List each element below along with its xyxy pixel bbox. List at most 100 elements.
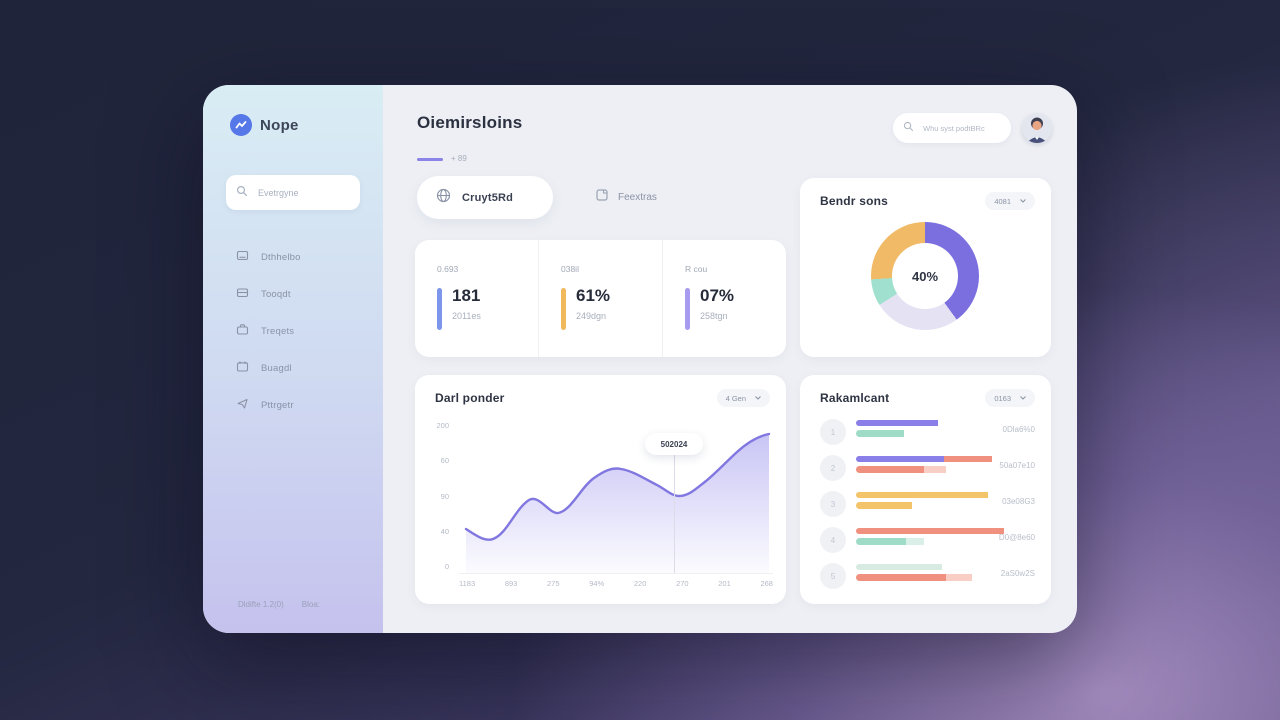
chevron-down-icon: [755, 396, 761, 400]
progress-bars: [856, 456, 1016, 477]
period-dropdown[interactable]: 4 Gen: [716, 389, 770, 407]
chevron-down-icon: [1020, 199, 1026, 203]
x-axis-label: 270: [676, 579, 689, 588]
stat-value: 181: [452, 286, 481, 305]
logo: Nope: [230, 114, 299, 136]
stat-subtext: 249dgn: [576, 311, 607, 321]
progress-bar: [856, 456, 1016, 462]
sidebar-footer: Dldifte 1.2(0) Bloa:: [238, 600, 320, 609]
logo-icon: [230, 114, 252, 136]
x-axis-label: 893: [504, 579, 518, 588]
line-chart-card: Darl ponder 4 Gen 200 60 90 40 0: [415, 375, 786, 604]
sidebar-item-4[interactable]: Buagdl: [236, 350, 301, 387]
x-axis: 1183 893 275 94% 220 270 201 268: [459, 579, 773, 588]
table-row[interactable]: 2 50a07e10: [800, 451, 1051, 487]
sidebar-item-3[interactable]: Treqets: [236, 313, 301, 350]
sidebar-search[interactable]: [226, 175, 360, 210]
progress-bar: [856, 574, 1016, 581]
ranking-list: 1 0Dla6%0 2 50a07e10 3 03e08G3 4 D0@8e60 5 2aS0w2…: [800, 415, 1051, 595]
sidebar-item-1[interactable]: Dthhelbo: [236, 239, 301, 276]
trend-line: [464, 432, 771, 541]
stat-item: 0.693 181 2011es: [415, 240, 538, 357]
x-axis-label: 220: [633, 579, 647, 588]
area-fill: [466, 434, 769, 573]
stat-accent-bar: [685, 288, 690, 330]
y-axis-label: 40: [440, 526, 449, 536]
sidebar-item-label: Treqets: [261, 326, 295, 337]
donut-center-label: 40%: [892, 243, 958, 309]
table-row[interactable]: 4 D0@8e60: [800, 523, 1051, 559]
sidebar-item-2[interactable]: Tooqdt: [236, 276, 301, 313]
app-window: Nope Dthhelbo Tooqdt Tre: [203, 85, 1077, 633]
area-chart: [459, 425, 773, 574]
rank-value: 50a07e10: [999, 461, 1035, 470]
global-search[interactable]: [893, 113, 1011, 143]
stat-item: R cou 07% 258tgn: [662, 240, 786, 357]
title-meta: + 89: [451, 154, 467, 163]
rank-badge: 1: [820, 419, 846, 445]
sidebar: Nope Dthhelbo Tooqdt Tre: [203, 85, 383, 633]
sidebar-item-label: Pttrgetr: [261, 400, 294, 411]
rank-badge: 5: [820, 563, 846, 589]
x-axis-label: 275: [547, 579, 560, 588]
search-icon: [236, 184, 248, 202]
stat-label: R cou: [685, 264, 708, 274]
y-axis-label: 90: [440, 491, 449, 501]
user-avatar[interactable]: [1022, 113, 1052, 143]
x-axis-label: 94%: [589, 579, 605, 588]
progress-bar: [856, 430, 1016, 437]
card-title: Bendr sons: [820, 194, 889, 208]
progress-bars: [856, 564, 1016, 585]
rank-badge: 4: [820, 527, 846, 553]
dropdown-label: 0163: [994, 393, 1011, 403]
page-title: Oiemirsloins: [417, 113, 523, 132]
tooltip-stem: [674, 455, 675, 573]
donut-dropdown[interactable]: 4081: [985, 192, 1035, 210]
x-axis-label: 1183: [459, 579, 476, 588]
rank-badge: 2: [820, 455, 846, 481]
stats-card: 0.693 181 2011es 038il 61% 249dgn: [415, 240, 786, 357]
x-axis-label: 201: [718, 579, 731, 588]
logo-text: Nope: [260, 116, 299, 134]
calendar-icon: [236, 360, 249, 378]
stat-label: 038il: [561, 264, 579, 274]
footer-link[interactable]: Bloa:: [301, 600, 321, 609]
search-icon: [903, 119, 914, 137]
chart-tooltip: 502024: [645, 433, 703, 455]
card-title: Rakamlcant: [820, 391, 890, 405]
table-row[interactable]: 1 0Dla6%0: [800, 415, 1051, 451]
sidebar-item-5[interactable]: Pttrgetr: [236, 387, 301, 424]
table-row[interactable]: 5 2aS0w2S: [800, 559, 1051, 595]
global-search-input[interactable]: [921, 122, 1007, 134]
version-text: Dldifte 1.2(0): [238, 600, 284, 609]
progress-bar: [856, 528, 1016, 534]
tab-primary[interactable]: Cruyt5Rd: [417, 176, 553, 219]
sidebar-item-label: Dthhelbo: [261, 252, 301, 263]
ranking-dropdown[interactable]: 0163: [985, 389, 1035, 407]
rank-value: 0Dla6%0: [1002, 425, 1035, 434]
tab-secondary[interactable]: Feextras: [595, 188, 657, 207]
dashboard-icon: [236, 249, 249, 267]
sidebar-search-input[interactable]: [256, 186, 350, 199]
tab-label: Cruyt5Rd: [462, 191, 514, 204]
progress-bar: [856, 492, 1016, 498]
x-axis-label: 268: [760, 579, 773, 588]
progress-bars: [856, 420, 1016, 441]
rank-value: D0@8e60: [998, 533, 1035, 542]
sidebar-item-label: Buagdl: [261, 363, 292, 374]
card-title: Darl ponder: [435, 391, 505, 405]
table-row[interactable]: 3 03e08G3: [800, 487, 1051, 523]
y-axis-label: 200: [436, 421, 449, 430]
progress-bar: [856, 466, 1016, 473]
stat-subtext: 2011es: [452, 311, 481, 321]
send-icon: [236, 397, 249, 415]
globe-icon: [435, 187, 452, 209]
progress-bar: [856, 564, 1016, 570]
progress-bar: [856, 420, 1016, 426]
document-icon: [595, 188, 609, 207]
stat-item: 038il 61% 249dgn: [538, 240, 662, 357]
chevron-down-icon: [1020, 396, 1026, 400]
donut-chart: 40%: [871, 222, 979, 330]
stat-accent-bar: [437, 288, 442, 330]
